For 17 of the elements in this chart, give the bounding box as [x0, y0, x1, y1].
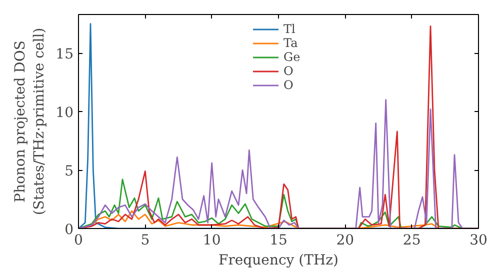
y-tick-label: 5: [64, 164, 74, 180]
x-axis-title: Frequency (THz): [218, 252, 339, 268]
x-tick-label: 15: [270, 232, 288, 248]
x-tick-label: 10: [202, 232, 221, 248]
legend-label: O: [284, 78, 294, 92]
x-tick-label: 20: [336, 232, 354, 248]
legend-label: Ta: [284, 36, 299, 50]
y-tick-label: 10: [56, 105, 74, 122]
y-tick-label: 15: [56, 46, 74, 63]
x-tick-label: 5: [140, 232, 150, 248]
legend-label: Tl: [284, 22, 296, 36]
legend-label: O: [284, 64, 294, 78]
x-tick-label: 25: [402, 232, 421, 248]
legend-label: Ge: [284, 50, 302, 64]
y-axis-title: Phonon projected DOS (States/THz·primitive cell): [12, 28, 48, 216]
y-tick-label: 0: [64, 222, 74, 238]
x-tick-label: 30: [470, 232, 488, 248]
